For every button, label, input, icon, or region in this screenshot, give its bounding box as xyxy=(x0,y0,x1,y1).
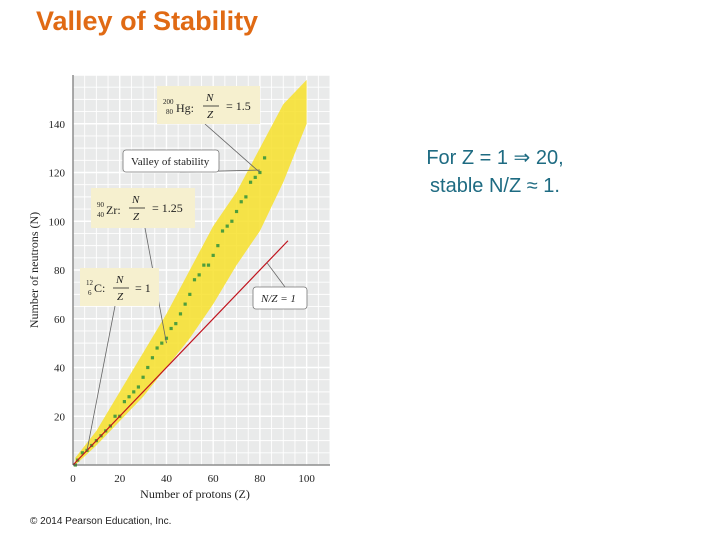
y-tick-label: 120 xyxy=(49,168,66,180)
annotation-valley: Valley of stability xyxy=(122,149,220,173)
stable-nuclide-point xyxy=(132,390,136,394)
band-region xyxy=(75,79,307,465)
annotation-c: 12 6 C: N Z = 1 xyxy=(80,268,159,306)
atomic-number: 40 xyxy=(97,211,105,219)
fraction-denominator: Z xyxy=(117,291,124,303)
reference-line-label: N/Z = 1 xyxy=(260,293,296,305)
stable-nuclide-point xyxy=(220,229,225,233)
ratio-value: = 1.5 xyxy=(226,99,251,113)
stable-nuclide-point xyxy=(174,322,178,326)
x-axis-label: Number of protons (Z) xyxy=(140,487,250,501)
y-tick-label: 100 xyxy=(49,216,66,228)
x-tick-label: 40 xyxy=(161,473,173,485)
stable-nuclide-point xyxy=(169,326,173,331)
element-symbol: C: xyxy=(94,281,105,295)
stable-nuclide-point xyxy=(225,224,229,228)
mass-number: 90 xyxy=(97,201,105,209)
side-note: For Z = 1 ⇒ 20, stable N/Z ≈ 1. xyxy=(395,144,595,200)
x-tick-label: 100 xyxy=(298,473,315,485)
reference-line-layer xyxy=(72,240,289,466)
stable-nuclide-point xyxy=(253,175,257,179)
stable-nuclide-point xyxy=(136,385,141,389)
stable-nuclide-point xyxy=(239,200,243,204)
y-tick-label: 60 xyxy=(54,314,66,326)
copyright-credit: © 2014 Pearson Education, Inc. xyxy=(30,516,172,527)
fraction-numerator: N xyxy=(205,92,214,104)
label-box xyxy=(252,286,308,310)
stable-nuclide-point xyxy=(146,365,150,370)
mass-number: 200 xyxy=(163,98,174,106)
element-symbol: Hg: xyxy=(176,101,194,115)
stable-nuclide-point xyxy=(262,156,267,160)
element-symbol: Zr: xyxy=(106,203,121,217)
x-tick-label: 80 xyxy=(254,473,266,485)
stable-nuclide-point xyxy=(122,400,126,404)
annotation-leader-line xyxy=(86,305,116,451)
x-tick-label: 0 xyxy=(70,473,76,485)
fraction-denominator: Z xyxy=(133,211,140,223)
ratio-value: = 1.25 xyxy=(152,201,183,215)
annotation-leader-line xyxy=(266,262,286,288)
mass-number: 12 xyxy=(86,279,94,287)
y-tick-label: 20 xyxy=(54,411,66,423)
label-box xyxy=(122,149,220,173)
stable-nuclide-point xyxy=(141,375,145,379)
stable-nuclide-point xyxy=(178,312,183,316)
y-tick-label: 140 xyxy=(49,119,66,131)
stable-nuclide-point xyxy=(164,336,169,340)
stable-nuclide-point xyxy=(206,263,211,267)
stable-nuclide-point xyxy=(202,263,206,267)
stable-nuclide-point xyxy=(127,395,131,399)
stable-nuclide-point xyxy=(197,273,201,277)
stable-nuclide-point xyxy=(160,341,164,345)
side-note-line-2: stable N/Z ≈ 1. xyxy=(430,175,560,197)
stable-nuclide-point xyxy=(230,219,234,223)
stable-nuclide-point xyxy=(150,356,155,360)
valley-label: Valley of stability xyxy=(131,156,210,168)
annotation-box xyxy=(80,268,159,306)
ratio-value: = 1 xyxy=(135,281,151,295)
fraction-denominator: Z xyxy=(207,109,214,121)
atomic-number: 6 xyxy=(88,289,92,297)
tick-labels: 0 20 40 60 80 100 20 40 60 80 100 120 140 xyxy=(49,119,316,485)
reference-line xyxy=(72,240,289,466)
stable-nuclide-point xyxy=(234,209,239,214)
annotation-leader-line xyxy=(204,123,261,173)
stable-nuclide-point xyxy=(211,253,215,257)
annotation-reference-line: N/Z = 1 xyxy=(252,286,308,310)
annotation-zr: 90 40 Zr: N Z = 1.25 xyxy=(91,188,195,228)
y-axis-label: Number of neutrons (N) xyxy=(27,212,41,328)
stable-nuclide-point xyxy=(244,195,248,199)
stable-nuclide-point xyxy=(192,278,197,282)
stable-nuclide-point xyxy=(188,292,192,296)
annotation-hg: 200 80 Hg: N Z = 1.5 xyxy=(157,86,260,124)
slide-title: Valley of Stability xyxy=(36,6,259,36)
chart-axes xyxy=(72,75,330,466)
stable-nuclide-point xyxy=(248,180,253,184)
stable-nuclide-point xyxy=(113,414,117,418)
fraction-numerator: N xyxy=(131,194,140,206)
y-tick-label: 80 xyxy=(54,265,66,277)
stable-nuclide-point xyxy=(216,244,220,248)
annotation-box xyxy=(157,86,260,124)
atomic-number: 80 xyxy=(166,108,174,116)
side-note-line-1: For Z = 1 ⇒ 20, xyxy=(426,147,564,169)
stable-nuclide-point xyxy=(155,346,159,350)
stable-nuclide-point xyxy=(183,302,187,306)
x-tick-label: 20 xyxy=(114,473,126,485)
stability-band xyxy=(75,79,307,465)
fraction-numerator: N xyxy=(115,274,124,286)
x-tick-label: 60 xyxy=(208,473,220,485)
y-tick-label: 40 xyxy=(54,363,66,375)
stable-nuclide-point xyxy=(80,451,84,455)
